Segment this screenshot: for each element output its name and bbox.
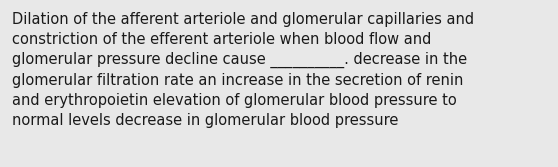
Text: Dilation of the afferent arteriole and glomerular capillaries and
constriction o: Dilation of the afferent arteriole and g…	[12, 12, 474, 128]
